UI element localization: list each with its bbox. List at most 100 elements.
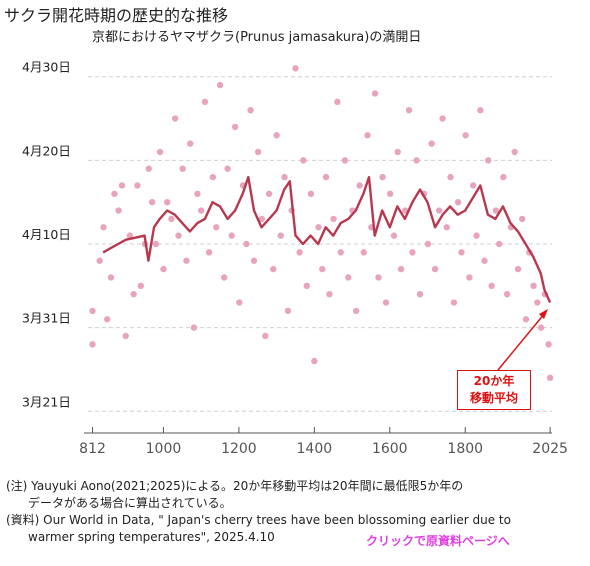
bloom-point-109 [500, 173, 507, 181]
bloom-point-36 [224, 165, 231, 172]
bloom-point-51 [281, 173, 288, 181]
bloom-point-43 [250, 257, 258, 264]
bloom-point-68 [345, 274, 352, 281]
bloom-point-56 [300, 157, 307, 164]
bloom-point-113 [514, 265, 522, 273]
source-line-1: (資料) Our World in Data, " Japan's cherry… [6, 513, 511, 527]
footnotes: (注) Yauyuki Aono(2021;2025)による。20か年移動平均は… [6, 478, 511, 546]
bloom-point-17 [152, 240, 160, 248]
x-tick-label-3: 1400 [297, 441, 333, 457]
bloom-point-60 [315, 224, 322, 231]
bloom-point-102 [473, 232, 480, 239]
bloom-point-59 [311, 357, 318, 365]
chart-title: サクラ開花時期の歴史的な推移 [4, 6, 229, 25]
bloom-point-16 [148, 198, 156, 206]
bloom-point-23 [175, 232, 182, 239]
bloom-point-108 [495, 240, 503, 248]
bloom-point-8 [118, 182, 126, 189]
x-tick-label-6: 2025 [532, 441, 568, 457]
bloom-point-81 [394, 148, 401, 156]
y-tick-label-1: 3月31日 [22, 311, 71, 326]
bloom-point-97 [454, 198, 462, 206]
bloom-point-1 [89, 341, 96, 348]
bloom-point-58 [307, 190, 315, 198]
bloom-point-77 [379, 173, 386, 181]
grid-lines [88, 76, 552, 412]
bloom-point-104 [481, 257, 488, 264]
bloom-point-19 [160, 265, 167, 273]
x-tick-label-4: 1600 [372, 441, 408, 457]
bloom-point-15 [145, 165, 152, 172]
bloom-point-57 [303, 282, 310, 290]
x-axis: 812 1000 1200 1400 1600 1800 2025 [79, 427, 568, 457]
bloom-point-115 [522, 316, 530, 323]
bloom-point-42 [247, 106, 254, 114]
bloom-point-39 [236, 299, 243, 306]
bloom-point-79 [386, 190, 394, 198]
bloom-point-67 [341, 157, 349, 164]
x-tick-label-1: 1000 [146, 441, 182, 457]
bloom-point-91 [431, 265, 439, 273]
bloom-point-6 [111, 190, 118, 198]
bloom-point-35 [220, 274, 228, 281]
bloom-point-24 [179, 165, 186, 172]
x-tick-label-0: 812 [79, 441, 106, 457]
bloom-point-52 [284, 307, 292, 315]
bloom-point-73 [364, 132, 371, 139]
bloom-point-49 [273, 132, 280, 139]
bloom-point-78 [382, 299, 390, 306]
bloom-point-27 [190, 324, 198, 331]
bloom-point-33 [213, 224, 220, 231]
bloom-point-70 [353, 307, 360, 315]
source-link[interactable]: クリックで原資料ページへ [366, 534, 510, 548]
bloom-point-5 [107, 274, 115, 281]
bloom-point-94 [443, 224, 450, 231]
bloom-point-66 [337, 249, 344, 256]
bloom-point-65 [334, 98, 341, 106]
source-line-2: warmer spring temperatures", 2025.4.10 [28, 530, 275, 544]
bloom-point-45 [258, 215, 266, 223]
bloom-point-46 [262, 332, 269, 340]
bloom-point-12 [134, 182, 141, 189]
bloom-point-64 [330, 215, 337, 223]
bloom-point-89 [424, 240, 432, 248]
bloom-point-34 [216, 81, 224, 89]
moving-average-label: 20か年 移動平均 [457, 370, 531, 410]
bloom-point-105 [485, 157, 492, 164]
callout-line-1: 20か年 [473, 374, 515, 388]
bloom-point-76 [375, 274, 382, 281]
bloom-point-55 [296, 249, 303, 256]
callout-arrow [497, 312, 546, 371]
bloom-point-100 [466, 274, 473, 281]
bloom-point-106 [488, 282, 495, 290]
bloom-point-10 [126, 232, 134, 239]
bloom-point-41 [243, 240, 250, 248]
callout-line-2: 移動平均 [469, 391, 518, 405]
x-tick-label-5: 1800 [447, 441, 483, 457]
y-tick-label-2: 4月10日 [22, 227, 71, 242]
callout-arrow-head [539, 309, 548, 319]
moving-average-line [102, 175, 552, 303]
bloom-point-110 [503, 290, 511, 298]
bloom-point-11 [130, 290, 137, 298]
bloom-point-9 [122, 332, 129, 340]
bloom-point-32 [209, 173, 217, 181]
bloom-point-3 [100, 224, 107, 231]
bloom-point-92 [436, 207, 443, 214]
bloom-point-117 [530, 282, 537, 290]
bloom-point-112 [511, 148, 518, 156]
bloom-point-96 [450, 299, 458, 306]
bloom-point-28 [194, 190, 201, 198]
bloom-point-38 [231, 123, 239, 131]
note-line-2: データがある場合に算出されている。 [28, 496, 232, 510]
bloom-point-61 [319, 265, 326, 273]
bloom-point-84 [405, 106, 413, 114]
bloom-point-86 [413, 157, 420, 164]
bloom-point-122 [546, 374, 554, 382]
bloom-point-107 [492, 207, 499, 214]
bloom-point-30 [201, 98, 209, 106]
bloom-point-101 [469, 182, 477, 189]
y-tick-label-0: 3月21日 [22, 394, 71, 409]
bloom-point-18 [156, 148, 164, 156]
bloom-point-54 [292, 65, 299, 72]
